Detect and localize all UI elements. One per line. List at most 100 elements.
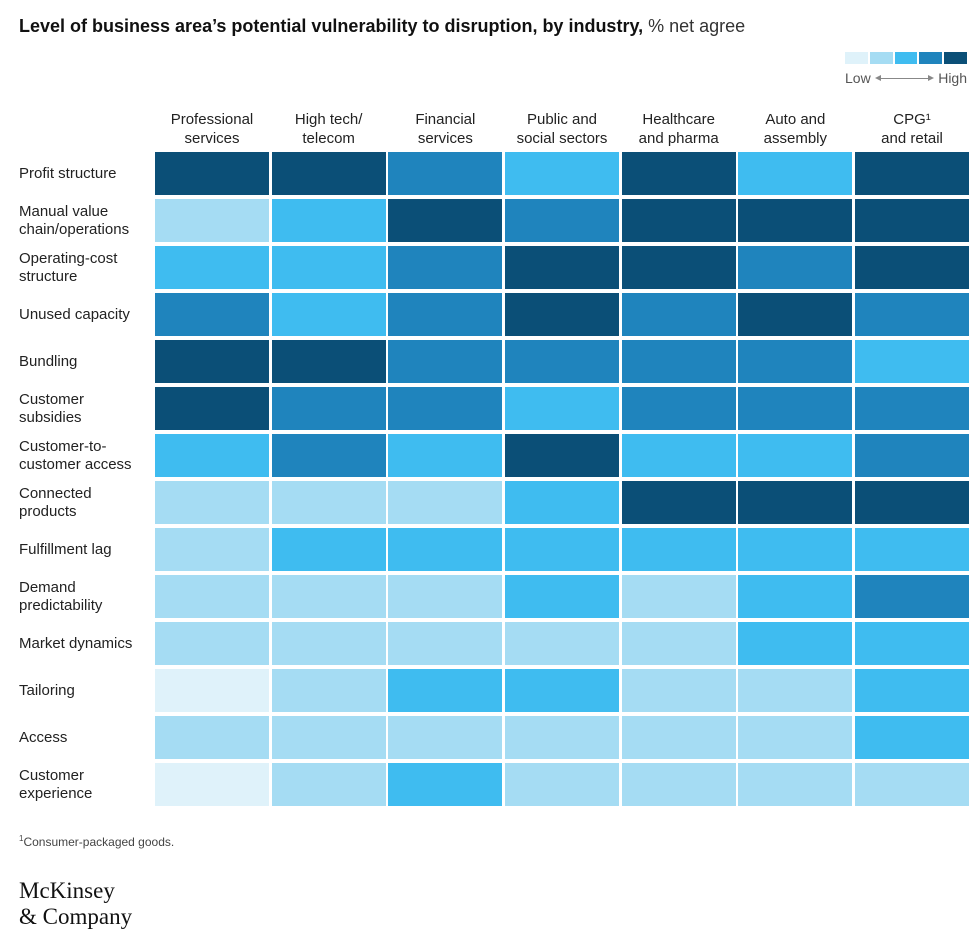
heatmap-cell [155, 763, 269, 806]
row-label: Connected products [19, 484, 92, 520]
legend-swatches [845, 52, 967, 64]
heatmap-cell [155, 481, 269, 524]
heatmap-cell [271, 481, 386, 524]
heatmap-cell [855, 152, 970, 195]
row-label: Customer experience [19, 766, 93, 802]
heatmap-cell [621, 434, 736, 477]
heatmap-cell [388, 387, 503, 430]
heatmap-cell [388, 481, 503, 524]
heatmap-cell [388, 575, 503, 618]
legend-swatch-3 [894, 52, 918, 64]
footnote: 1Consumer-packaged goods. [19, 834, 175, 849]
heatmap-cell [738, 528, 853, 571]
heatmap-cell [855, 481, 970, 524]
legend-low-label: Low [845, 70, 871, 86]
heatmap-cell [271, 622, 386, 665]
heatmap-cell [855, 434, 970, 477]
heatmap-cell [155, 575, 269, 618]
heatmap-cell [388, 528, 503, 571]
heatmap-cell [271, 528, 386, 571]
heatmap-cell [388, 293, 503, 336]
heatmap-cell [621, 293, 736, 336]
heatmap-cell [505, 669, 619, 712]
heatmap-cell [388, 340, 503, 383]
legend-swatch-1 [845, 52, 868, 64]
heatmap-cell [155, 622, 269, 665]
heatmap-cell [621, 622, 736, 665]
chart-title: Level of business area’s potential vulne… [19, 16, 746, 36]
heatmap-cell [505, 387, 619, 430]
heatmap-cell [155, 340, 269, 383]
row-label: Operating-cost structure [19, 249, 118, 285]
heatmap-cell [855, 387, 970, 430]
heatmap-cell [738, 575, 853, 618]
heatmap-cell [271, 152, 386, 195]
heatmap-cell [621, 763, 736, 806]
heatmap-cell [855, 199, 970, 242]
row-label: Access [19, 728, 68, 746]
heatmap-cell [155, 716, 269, 759]
column-header: Public and social sectors [516, 111, 608, 147]
legend-swatch-2 [869, 52, 893, 64]
heatmap-cell [271, 669, 386, 712]
heatmap-cell [388, 434, 503, 477]
heatmap-cell [271, 716, 386, 759]
heatmap-cell [738, 387, 853, 430]
heatmap-cell [505, 716, 619, 759]
heatmap-cell [738, 622, 853, 665]
heatmap-cell [621, 669, 736, 712]
column-header: Auto and assembly [763, 111, 828, 147]
heatmap-cell [388, 246, 503, 289]
mckinsey-logo: McKinsey & Company [19, 878, 133, 929]
heatmap-cell [621, 528, 736, 571]
heatmap-cell [155, 434, 269, 477]
heatmap-cell [621, 199, 736, 242]
column-header: Financial services [415, 111, 476, 147]
heatmap-cell [855, 716, 970, 759]
heatmap-cell [738, 199, 853, 242]
heatmap-cell [855, 246, 970, 289]
heatmap-cell [271, 387, 386, 430]
column-header: Professional services [170, 111, 254, 147]
heatmap-cell [271, 763, 386, 806]
heatmap-cell [855, 669, 970, 712]
row-label: Customer-to- customer access [19, 437, 132, 473]
heatmap-cell [505, 622, 619, 665]
heatmap-cell [388, 199, 503, 242]
heatmap-cell [155, 387, 269, 430]
heatmap-cell [738, 340, 853, 383]
heatmap-cell [388, 763, 503, 806]
heatmap-cell [505, 293, 619, 336]
legend-arrow-icon [874, 73, 935, 83]
heatmap-cell [505, 528, 619, 571]
heatmap-cell [271, 575, 386, 618]
heatmap-cell [621, 246, 736, 289]
heatmap-cell [855, 528, 970, 571]
heatmap-cell [271, 340, 386, 383]
row-label: Tailoring [19, 681, 75, 699]
heatmap-cell [505, 340, 619, 383]
heatmap-cell [505, 481, 619, 524]
heatmap-cell [621, 340, 736, 383]
column-header: High tech/ telecom [294, 111, 363, 147]
heatmap-cell [855, 293, 970, 336]
heatmap-cell [738, 246, 853, 289]
heatmap-cell [738, 669, 853, 712]
chart-title-unit: % net agree [643, 16, 746, 36]
row-label: Demand predictability [19, 578, 103, 614]
heatmap-cell [155, 293, 269, 336]
heatmap-cell [505, 434, 619, 477]
heatmap-cell [855, 622, 970, 665]
color-legend: Low High [845, 52, 967, 86]
heatmap-cell [621, 387, 736, 430]
column-header: Healthcare and pharma [638, 111, 719, 147]
heatmap-cell [738, 763, 853, 806]
heatmap-cell [621, 575, 736, 618]
heatmap-cell [505, 246, 619, 289]
row-label: Profit structure [19, 164, 117, 182]
heatmap-cell [855, 340, 970, 383]
heatmap-cell [505, 575, 619, 618]
heatmap-cell [738, 152, 853, 195]
legend-high-label: High [938, 70, 967, 86]
heatmap-cell [505, 199, 619, 242]
